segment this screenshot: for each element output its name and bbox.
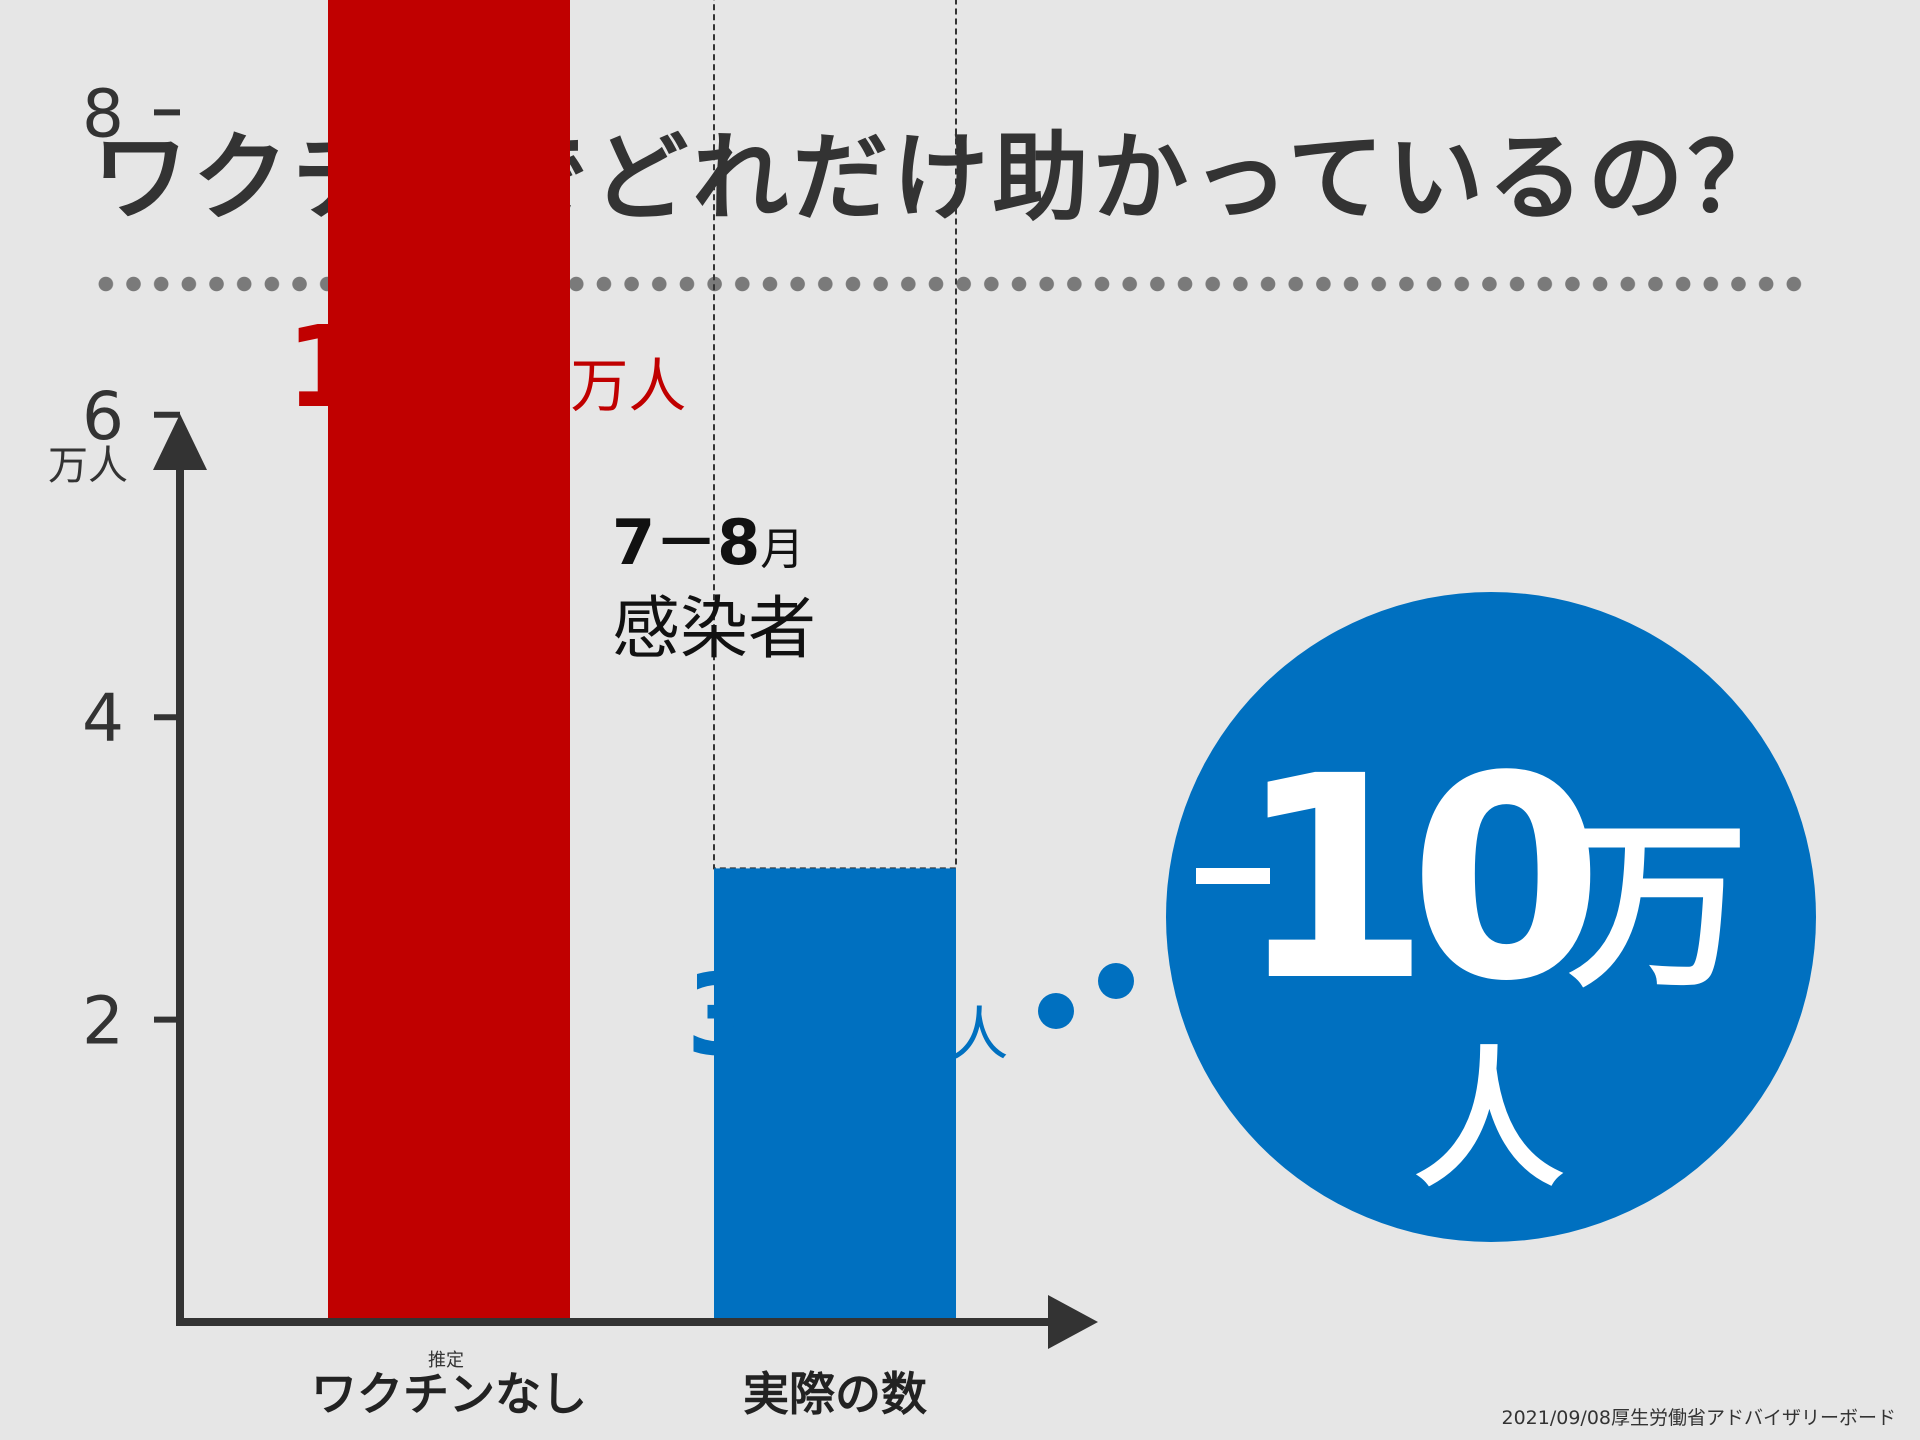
period-unit: 月	[760, 524, 805, 575]
y-tick-label-6: 6	[82, 378, 124, 455]
difference-number: 10	[1236, 717, 1604, 1043]
y-tick-label-4: 4	[82, 680, 124, 757]
y-tick-label-8: 8	[82, 75, 124, 152]
connector-dot-2	[1098, 963, 1134, 999]
period-label: 7－8月 感染者	[612, 512, 816, 664]
category-label-1: ワクチンなし	[311, 1367, 587, 1421]
difference-circle	[1166, 592, 1816, 1242]
value-unit-2: 万人	[892, 1000, 1008, 1068]
bar-2	[714, 868, 956, 1322]
x-axis-arrow	[1048, 1295, 1098, 1349]
value-number-1: 13.7	[286, 303, 562, 433]
difference-unit-man: 万	[1568, 803, 1749, 1012]
estimate-note: 推定	[428, 1350, 464, 1371]
y-tick-label-2: 2	[82, 983, 124, 1060]
y-axis-unit-label: 万人	[48, 443, 128, 489]
y-axis-arrow	[153, 414, 207, 470]
source-credit: 2021/09/08厚生労働省アドバイザリーボード	[1501, 1407, 1896, 1429]
difference-unit-nin: 人	[1414, 1034, 1565, 1208]
value-unit-1: 万人	[570, 352, 686, 420]
difference-minus-sign	[1196, 868, 1270, 884]
period-kind: 感染者	[612, 590, 817, 669]
value-label-2: 3.0 万人	[686, 951, 1008, 1081]
value-label-1: 13.7 万人	[286, 303, 686, 433]
category-label-2: 実際の数	[743, 1367, 927, 1421]
reference-dashed-box	[713, 0, 957, 870]
value-number-2: 3.0	[686, 951, 884, 1081]
connector-dot-1	[1038, 993, 1074, 1029]
period-range: 7－8	[612, 506, 761, 579]
bar-1	[328, 0, 570, 1322]
